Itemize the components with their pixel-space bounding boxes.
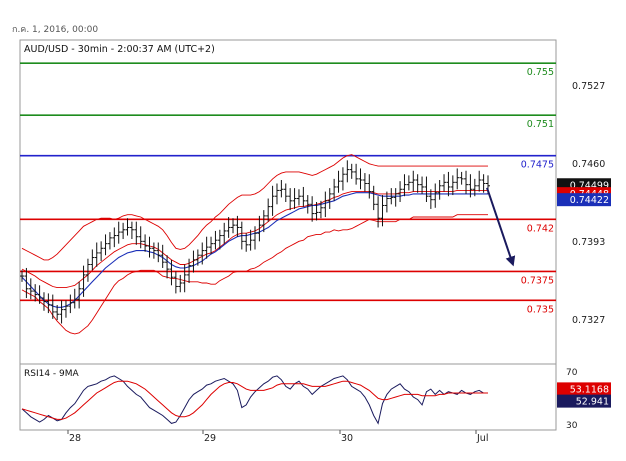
bollinger-upper-band xyxy=(21,154,488,261)
ma-value-tag: 0.74422 xyxy=(570,195,609,206)
rsi-chart-title: RSI14 - 9MA xyxy=(24,369,80,379)
rsi-ma-value-tag: 53.1168 xyxy=(570,384,609,395)
level-label: 0.742 xyxy=(527,223,554,234)
level-label: 0.735 xyxy=(527,304,554,315)
y-tick-label: 0.7393 xyxy=(572,237,605,248)
level-label: 0.751 xyxy=(527,119,554,130)
current-price-tag: 0.74499 xyxy=(570,180,609,191)
x-tick-label: 28 xyxy=(69,433,81,444)
price-series xyxy=(20,154,490,335)
forecast-arrow xyxy=(486,187,516,267)
rsi-panel-frame xyxy=(19,363,557,431)
x-tick-label: 30 xyxy=(341,433,353,444)
price-panel-frame xyxy=(19,39,557,365)
support-resistance-levels: 0.755 0.751 0.7475 0.742 0.7375 0.735 xyxy=(20,62,556,315)
level-label: 0.7475 xyxy=(521,160,554,171)
x-axis: 28 29 30 Jul xyxy=(67,430,488,444)
ma-value-tag-bg xyxy=(557,193,611,207)
y-tick-label: 0.7527 xyxy=(572,81,605,92)
chart-date-stamp: ก.ค. 1, 2016, 00:00 xyxy=(12,25,99,35)
rsi-y-axis: 70 30 xyxy=(566,368,578,431)
level-label: 0.7375 xyxy=(521,275,554,286)
rsi-tick-label: 70 xyxy=(566,368,578,378)
y-tick-label: 0.7327 xyxy=(572,315,605,326)
price-chart-title: AUD/USD - 30min - 2:00:37 AM (UTC+2) xyxy=(24,44,215,55)
rsi-ma-value-tag-bg xyxy=(557,382,611,396)
x-tick-label: 29 xyxy=(204,433,216,444)
rsi-tick-label: 30 xyxy=(566,421,578,431)
rsi-series xyxy=(21,375,488,425)
rsi-value-tag-bg xyxy=(557,394,611,408)
x-tick-label: Jul xyxy=(476,433,488,444)
level-label: 0.755 xyxy=(527,67,554,78)
rsi-line-rsi14 xyxy=(21,375,488,425)
bollinger-lower-band xyxy=(21,214,488,335)
rsi-line-9ma xyxy=(21,380,488,420)
rsi-value-tag: 52.941 xyxy=(576,397,609,408)
price-y-axis: 0.7527 0.7460 0.7393 0.7327 xyxy=(572,81,605,326)
y-tick-label: 0.7460 xyxy=(572,159,605,170)
